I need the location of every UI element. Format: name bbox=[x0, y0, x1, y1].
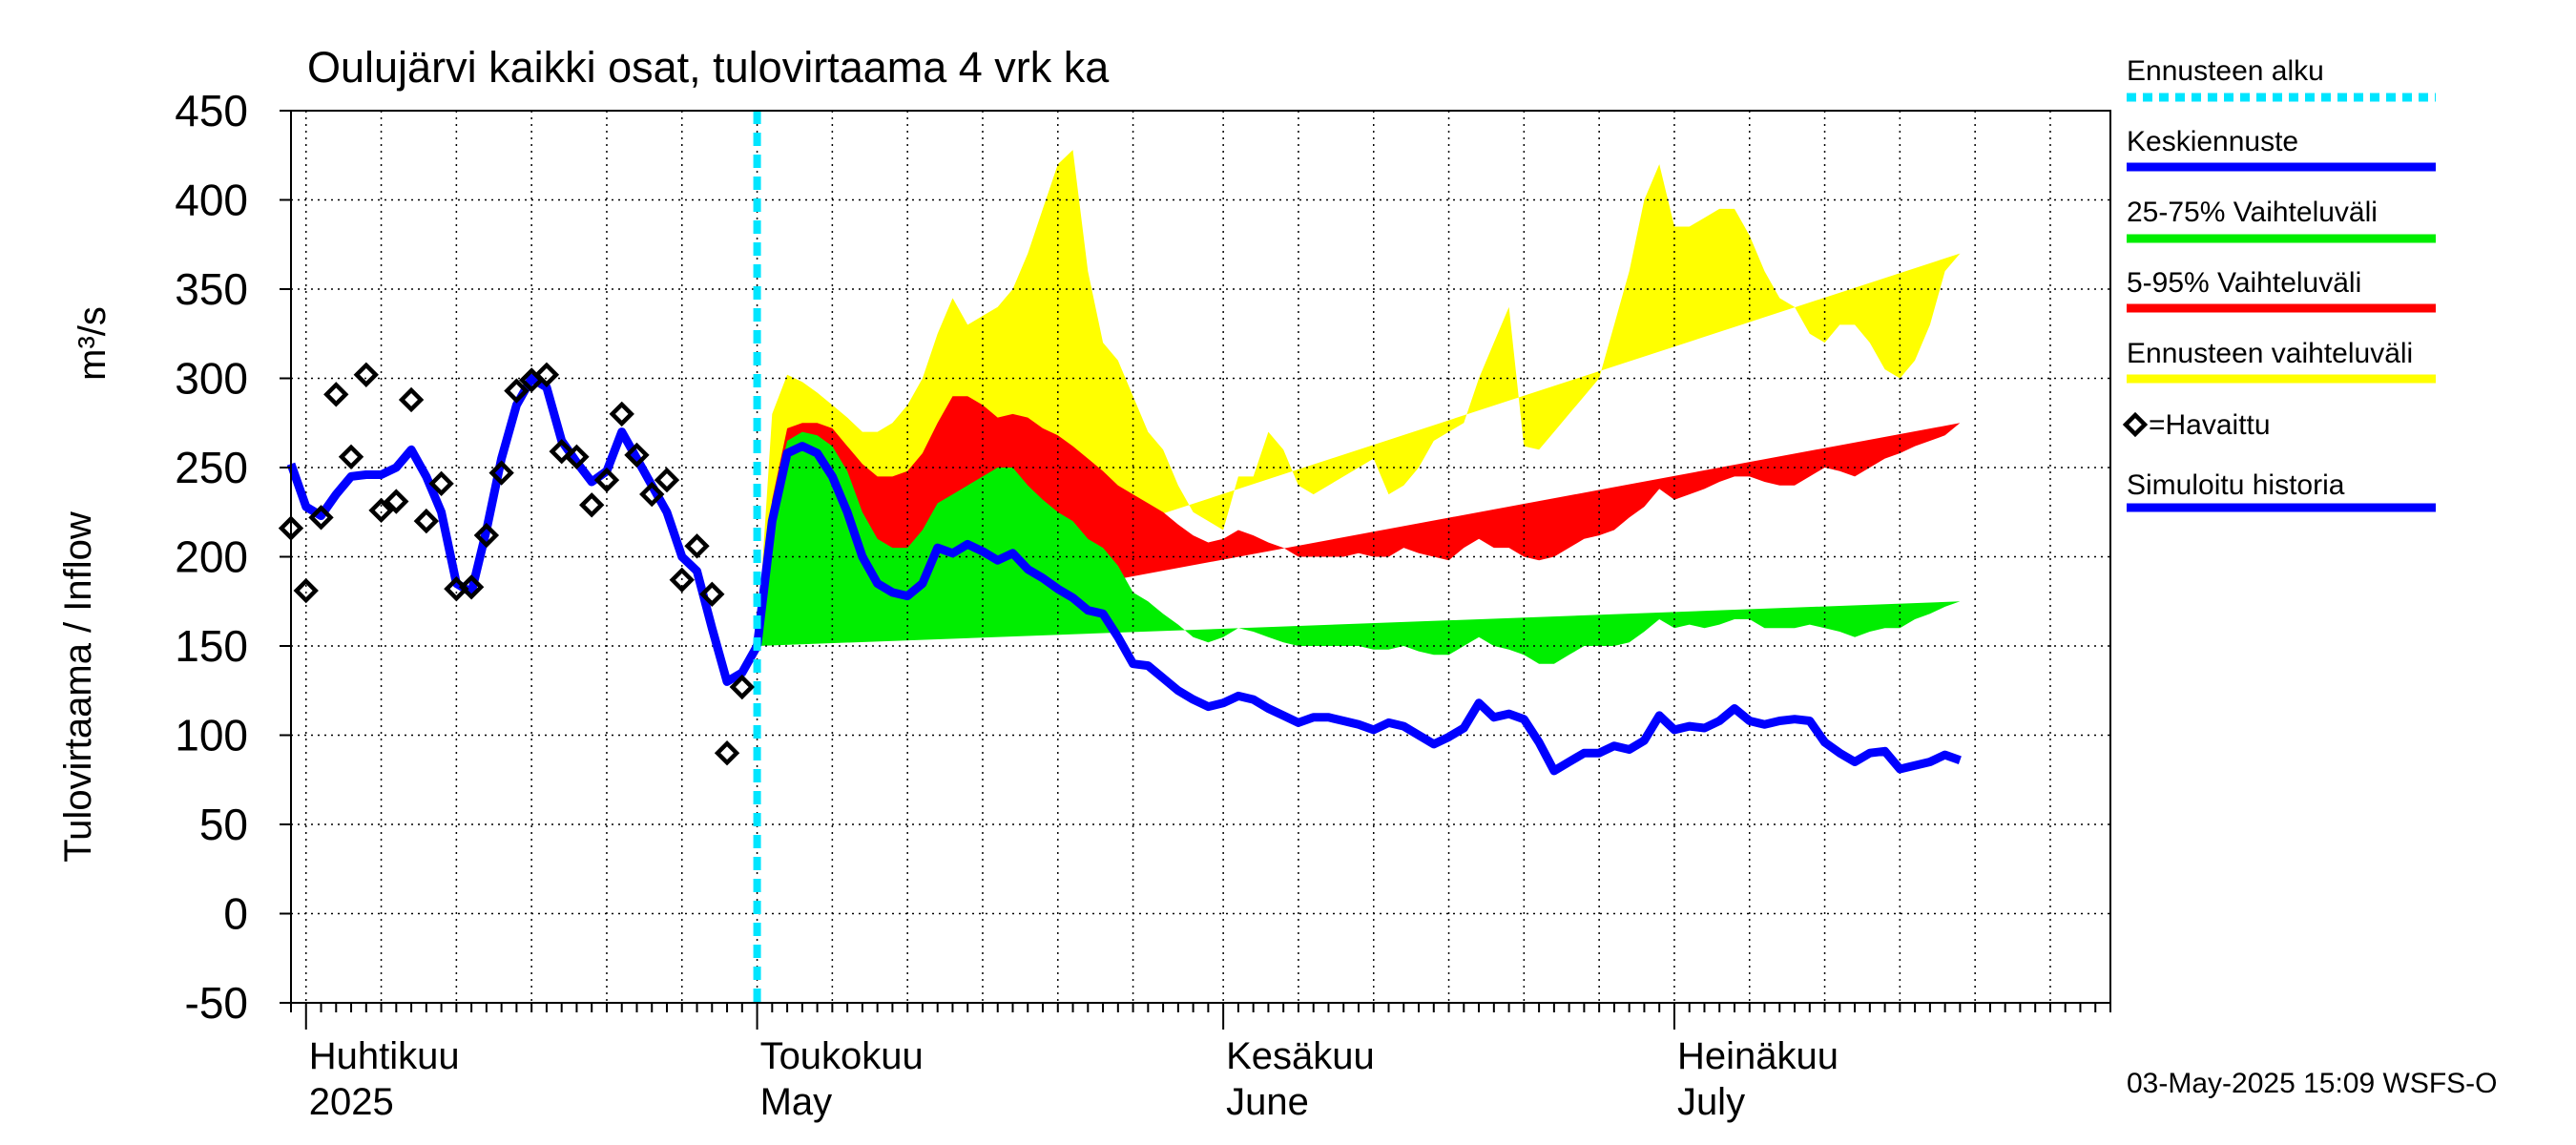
observed-point bbox=[579, 492, 605, 518]
grid-lines bbox=[291, 111, 2110, 1003]
legend-label: 5-95% Vaihteluväli bbox=[2127, 267, 2361, 299]
legend-label: =Havaittu bbox=[2149, 409, 2271, 441]
legend: Ennusteen alku Keskiennuste 25-75% Vaihtel… bbox=[2122, 55, 2436, 512]
observed-point bbox=[639, 481, 665, 508]
observed-point bbox=[473, 522, 500, 549]
observed-point bbox=[323, 382, 349, 407]
observed-point bbox=[609, 401, 634, 427]
legend-observed-marker bbox=[2122, 411, 2149, 438]
month-sublabel: July bbox=[1677, 1081, 1745, 1123]
observed-point bbox=[428, 470, 454, 497]
median-forecast-line bbox=[753, 442, 1962, 776]
legend-label: Keskiennuste bbox=[2127, 126, 2298, 157]
observed-point bbox=[488, 460, 514, 486]
y-tick-label: 300 bbox=[175, 354, 248, 404]
y-tick-label: 450 bbox=[175, 86, 248, 135]
observed-point bbox=[384, 489, 409, 514]
y-tick-label: 200 bbox=[175, 532, 248, 582]
y-axis-label: Tulovirtaama / Inflow bbox=[57, 511, 99, 863]
y-axis-unit: m³/s bbox=[72, 306, 114, 381]
y-tick-label: 100 bbox=[175, 711, 248, 760]
timestamp-footer: 03-May-2025 15:09 WSFS-O bbox=[2127, 1068, 2498, 1099]
month-sublabel: 2025 bbox=[309, 1081, 394, 1123]
month-label: Heinäkuu bbox=[1677, 1035, 1839, 1077]
observed-point bbox=[368, 497, 394, 524]
observed-point bbox=[308, 505, 334, 531]
observed-point bbox=[533, 362, 560, 387]
observed-point bbox=[684, 533, 710, 559]
observed-point bbox=[413, 508, 440, 534]
observed-point bbox=[458, 574, 485, 600]
observed-point bbox=[729, 674, 755, 700]
observed-point bbox=[654, 467, 680, 493]
month-label: Toukokuu bbox=[760, 1035, 924, 1077]
y-tick-label: 350 bbox=[175, 264, 248, 314]
series-layer bbox=[278, 111, 1962, 1003]
observed-point bbox=[624, 442, 650, 468]
legend-label: 25-75% Vaihteluväli bbox=[2127, 197, 2378, 228]
y-tick-label: 50 bbox=[199, 800, 248, 849]
month-sublabel: June bbox=[1226, 1081, 1309, 1123]
month-label: Kesäkuu bbox=[1226, 1035, 1375, 1077]
y-tick-label: 150 bbox=[175, 621, 248, 671]
chart-title: Oulujärvi kaikki osat, tulovirtaama 4 vr… bbox=[307, 43, 1110, 92]
legend-label: Simuloitu historia bbox=[2127, 469, 2345, 501]
month-label: Huhtikuu bbox=[309, 1035, 460, 1077]
observed-point bbox=[293, 577, 319, 604]
y-tick-label: -50 bbox=[185, 978, 248, 1028]
month-sublabel: May bbox=[760, 1081, 833, 1123]
observed-point bbox=[353, 362, 379, 387]
axes-layer: -50 0 50 100 150 200 250 300 350 400 450 Huhtikuu20… bbox=[175, 86, 2111, 1123]
observed-point bbox=[699, 581, 725, 607]
observed-point bbox=[714, 740, 740, 766]
y-tick-label: 0 bbox=[223, 889, 248, 939]
observed-point bbox=[504, 378, 530, 404]
y-tick-label: 400 bbox=[175, 176, 248, 225]
y-tick-label: 250 bbox=[175, 443, 248, 492]
observed-point bbox=[398, 386, 425, 413]
legend-label: Ennusteen alku bbox=[2127, 55, 2324, 87]
legend-label: Ennusteen vaihteluväli bbox=[2127, 338, 2413, 369]
observed-point bbox=[669, 567, 695, 593]
observed-point bbox=[338, 444, 364, 469]
observed-point bbox=[593, 467, 620, 493]
observed-point bbox=[564, 444, 590, 469]
observed-point bbox=[549, 438, 574, 465]
